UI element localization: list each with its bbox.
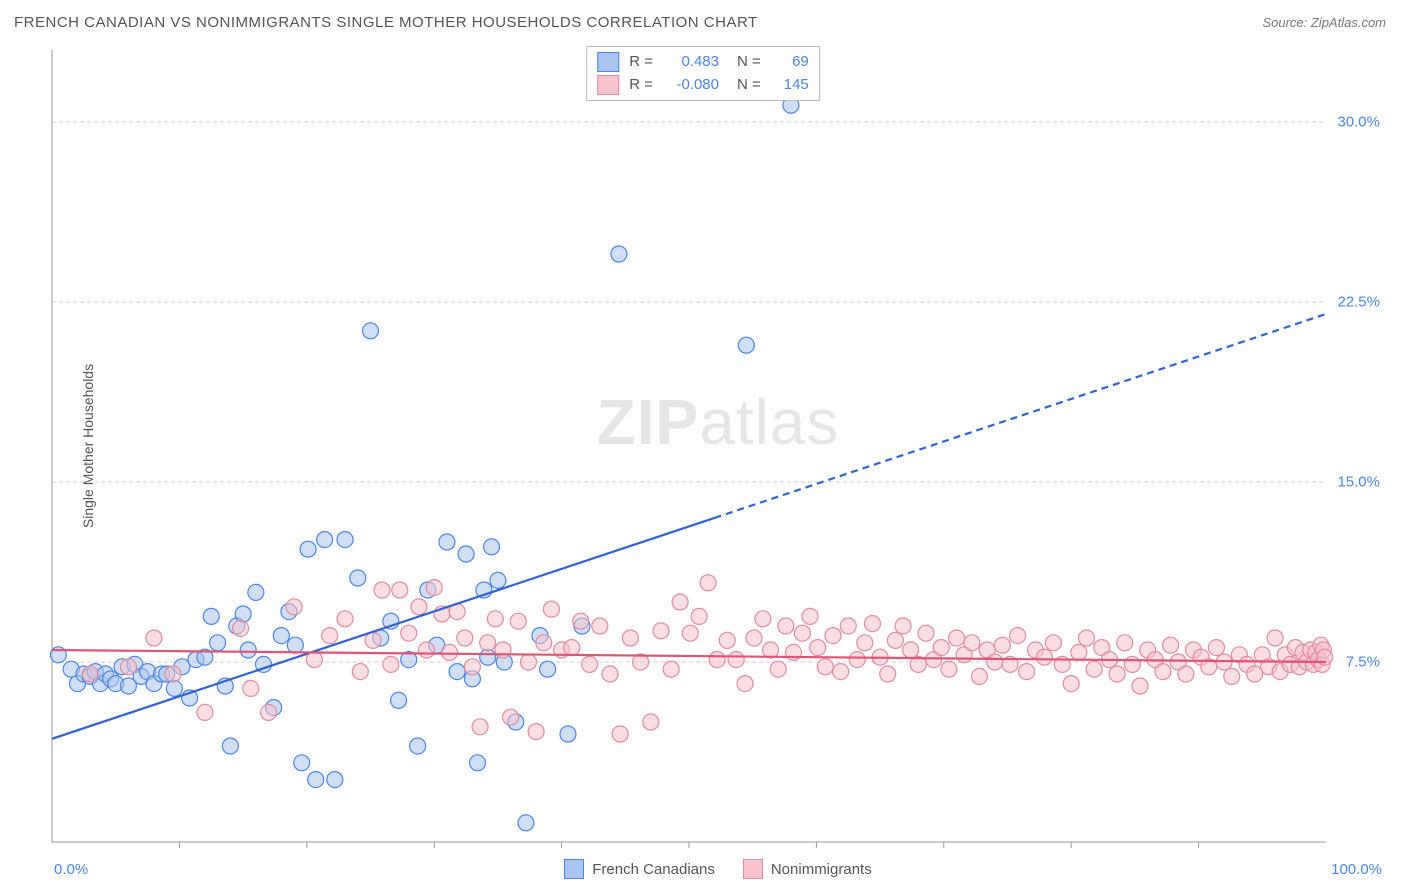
legend-swatch	[564, 859, 584, 879]
legend-row: R =0.483N =69	[597, 51, 809, 74]
x-max-label: 100.0%	[1331, 861, 1382, 878]
chart-header: FRENCH CANADIAN VS NONIMMIGRANTS SINGLE …	[0, 0, 1406, 44]
x-axis-row: 0.0% French Canadians Nonimmigrants 100.0…	[50, 852, 1386, 886]
legend-row: R =-0.080N =145	[597, 74, 809, 97]
legend-swatch	[743, 859, 763, 879]
legend-label: Nonimmigrants	[771, 861, 872, 878]
x-min-label: 0.0%	[54, 861, 88, 878]
y-tick-label: 15.0%	[1337, 474, 1380, 491]
y-tick-label: 7.5%	[1346, 654, 1380, 671]
y-tick-label: 22.5%	[1337, 294, 1380, 311]
chart-title: FRENCH CANADIAN VS NONIMMIGRANTS SINGLE …	[14, 14, 758, 31]
plot-area: ZIPatlas 7.5%15.0%22.5%30.0%	[50, 44, 1386, 848]
legend-label: French Canadians	[592, 861, 715, 878]
correlation-legend: R =0.483N =69R =-0.080N =145	[586, 46, 820, 101]
legend-item: French Canadians	[564, 859, 715, 879]
scatter-chart	[50, 44, 1386, 848]
legend-swatch	[597, 52, 619, 72]
series-legend: French Canadians Nonimmigrants	[564, 859, 871, 879]
legend-item: Nonimmigrants	[743, 859, 872, 879]
y-tick-label: 30.0%	[1337, 114, 1380, 131]
legend-swatch	[597, 75, 619, 95]
source-label: Source: ZipAtlas.com	[1262, 15, 1386, 30]
